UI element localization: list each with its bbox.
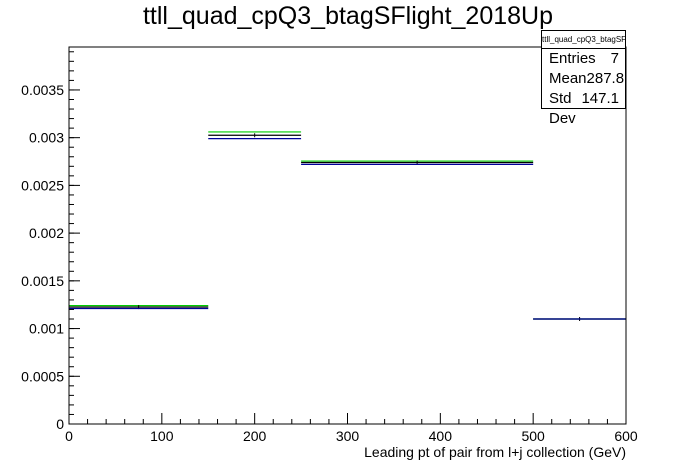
stats-mean-label: Mean <box>549 70 587 87</box>
stats-entries-label: Entries <box>549 50 596 67</box>
y-tick-label: 0.002 <box>29 225 64 241</box>
chart-title: ttll_quad_cpQ3_btagSFlight_2018Up <box>142 2 554 30</box>
x-tick-label: 200 <box>243 428 267 444</box>
x-tick-label: 300 <box>336 428 360 444</box>
x-tick-label: 0 <box>65 428 73 444</box>
stats-title: ttll_quad_cpQ3_btagSFlight_2018Up <box>542 31 625 49</box>
stats-row-entries: Entries 7 <box>542 49 625 69</box>
y-tick-label: 0.001 <box>29 321 64 337</box>
stats-entries-value: 7 <box>610 50 619 67</box>
x-axis: 0 100 200 300 400 500 600 <box>65 413 638 444</box>
series-0 <box>69 131 626 320</box>
y-tick-label: 0.003 <box>29 130 64 146</box>
y-tick-label: 0.0025 <box>21 177 64 193</box>
series-layer <box>69 131 626 322</box>
y-tick-label: 0.0015 <box>21 273 64 289</box>
stats-row-stddev: Std Dev 147.1 <box>542 89 625 127</box>
y-tick-label: 0 <box>56 416 64 432</box>
x-tick-label: 100 <box>150 428 174 444</box>
series-2 <box>69 138 626 320</box>
y-tick-label: 0.0035 <box>21 82 64 98</box>
stats-stddev-label: Std Dev <box>549 90 576 127</box>
stats-box: ttll_quad_cpQ3_btagSFlight_2018Up Entrie… <box>541 30 626 127</box>
x-tick-label: 600 <box>614 428 638 444</box>
y-axis: 0 0.0005 0.001 0.0015 0.002 0.0025 0.003 0.0035 <box>21 51 80 432</box>
stats-row-mean: Mean 287.8 <box>542 69 625 89</box>
x-tick-label: 400 <box>429 428 453 444</box>
y-tick-label: 0.0005 <box>21 368 64 384</box>
stats-mean-value: 287.8 <box>586 70 625 87</box>
stats-stddev-value: 147.1 <box>581 90 619 107</box>
x-axis-label: Leading pt of pair from l+j collection (… <box>364 444 626 460</box>
x-tick-label: 500 <box>521 428 545 444</box>
